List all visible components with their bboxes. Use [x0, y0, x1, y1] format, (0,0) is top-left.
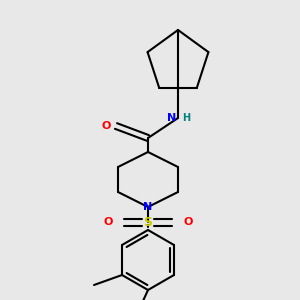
Text: N: N [143, 202, 153, 212]
Text: S: S [143, 215, 152, 229]
Text: O: O [102, 121, 111, 131]
Text: O: O [183, 217, 192, 227]
Text: O: O [103, 217, 113, 227]
Text: N: N [167, 113, 176, 123]
Text: H: H [182, 113, 190, 123]
